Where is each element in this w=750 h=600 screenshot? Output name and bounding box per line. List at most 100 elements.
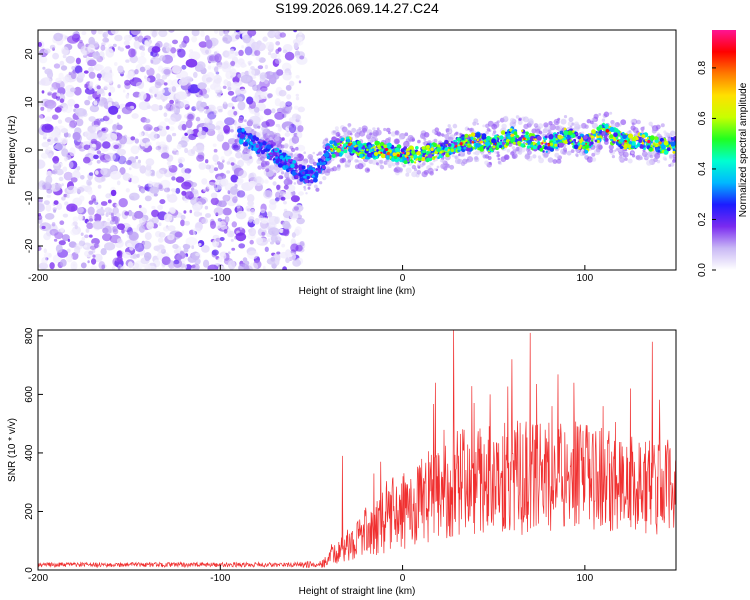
noise-blob [144,65,151,70]
ridge-halo-blob [445,163,451,169]
ridge-halo-blob [538,130,543,135]
noise-blob [205,49,209,55]
ridge-core-blob [525,142,528,146]
ridge-core-blob [338,152,343,157]
noise-blob [227,251,231,255]
noise-blob [94,170,99,175]
noise-blob [275,191,281,199]
ridge-core-blob [244,143,248,147]
noise-blob [267,93,273,98]
ridge-core-blob [631,136,637,142]
noise-blob [42,184,46,190]
ridge-peak-blob [348,143,351,147]
noise-blob [155,73,161,80]
noise-blob [83,156,91,164]
noise-blob [100,167,108,176]
noise-blob [191,30,200,37]
ridge-core-blob [555,146,559,150]
ridge-core-blob [247,133,251,137]
ridge-core-blob [427,153,433,158]
ridge-core-blob [517,140,522,146]
noise-blob [168,260,175,269]
ridge-halo-blob [449,164,455,170]
ridge-halo-blob [256,158,262,165]
noise-blob [281,137,285,141]
noise-blob [191,245,195,250]
ridge-core-blob [613,132,618,138]
ridge-halo-blob [569,125,573,128]
ridge-peak-blob [533,138,535,140]
noise-blob [262,36,268,42]
noise-blob [134,242,145,252]
noise-blob [68,161,74,169]
noise-blob [201,131,207,136]
ridge-halo-blob [403,140,410,148]
noise-blob [153,126,160,132]
noise-blob [74,65,83,74]
ridge-core-blob [657,149,661,153]
noise-blob [215,187,219,192]
noise-blob [44,99,57,109]
ridge-core-blob [555,138,558,141]
noise-blob [246,42,251,47]
ridge-halo-blob [454,158,461,165]
ridge-halo-blob [444,133,450,140]
noise-blob [275,259,280,266]
ridge-halo-blob [515,115,520,119]
ridge-halo-blob [480,152,484,156]
spectrogram-x-axis-label: Height of straight line (km) [299,286,416,297]
ridge-core-blob [548,134,554,140]
ridge-core-blob [275,159,280,164]
ridge-halo-blob [487,120,494,127]
noise-blob [181,190,187,196]
noise-blob [230,81,241,91]
ridge-halo-blob [307,186,311,190]
ridge-peak-blob [392,152,397,156]
noise-blob [50,170,56,175]
ridge-halo-blob [238,117,244,124]
ridge-core-blob [532,143,535,146]
ridge-core-blob [248,146,251,150]
noise-blob [40,152,49,159]
ridge-halo-blob [249,156,253,160]
noise-blob [299,55,305,60]
ridge-halo-blob [497,160,501,164]
ridge-core-blob [431,154,434,157]
noise-blob [45,170,53,178]
noise-blob [231,221,237,228]
noise-blob [184,132,189,136]
noise-blob [68,71,72,76]
noise-blob [92,254,96,258]
ridge-core-blob [411,150,416,154]
noise-blob [172,244,179,249]
noise-blob [58,72,64,80]
noise-blob [258,215,264,221]
ridge-core-blob [557,132,559,134]
ridge-peak-blob [624,140,628,143]
ridge-core-blob [559,130,564,135]
ridge-core-blob [614,128,619,133]
ridge-core-blob [646,142,649,146]
ridge-peak-blob [463,140,466,143]
ridge-halo-blob [273,165,279,171]
noise-blob [62,166,68,172]
ridge-halo-blob [538,157,544,164]
noise-blob [127,70,134,80]
noise-blob [102,233,112,242]
y-tick-label: 0 [24,147,35,153]
ridge-halo-blob [672,157,676,161]
ridge-halo-blob [662,156,667,161]
ridge-halo-blob [355,136,358,139]
ridge-halo-blob [628,130,632,133]
ridge-core-blob [481,133,487,138]
ridge-peak-blob [647,139,651,144]
noise-blob [101,264,106,270]
noise-blob [248,68,256,77]
noise-blob [139,223,144,227]
noise-blob [105,48,115,58]
ridge-halo-blob [590,120,594,125]
noise-blob [180,219,185,227]
ridge-core-blob [262,144,266,148]
ridge-halo-blob [537,123,544,129]
ridge-core-blob [426,144,430,149]
